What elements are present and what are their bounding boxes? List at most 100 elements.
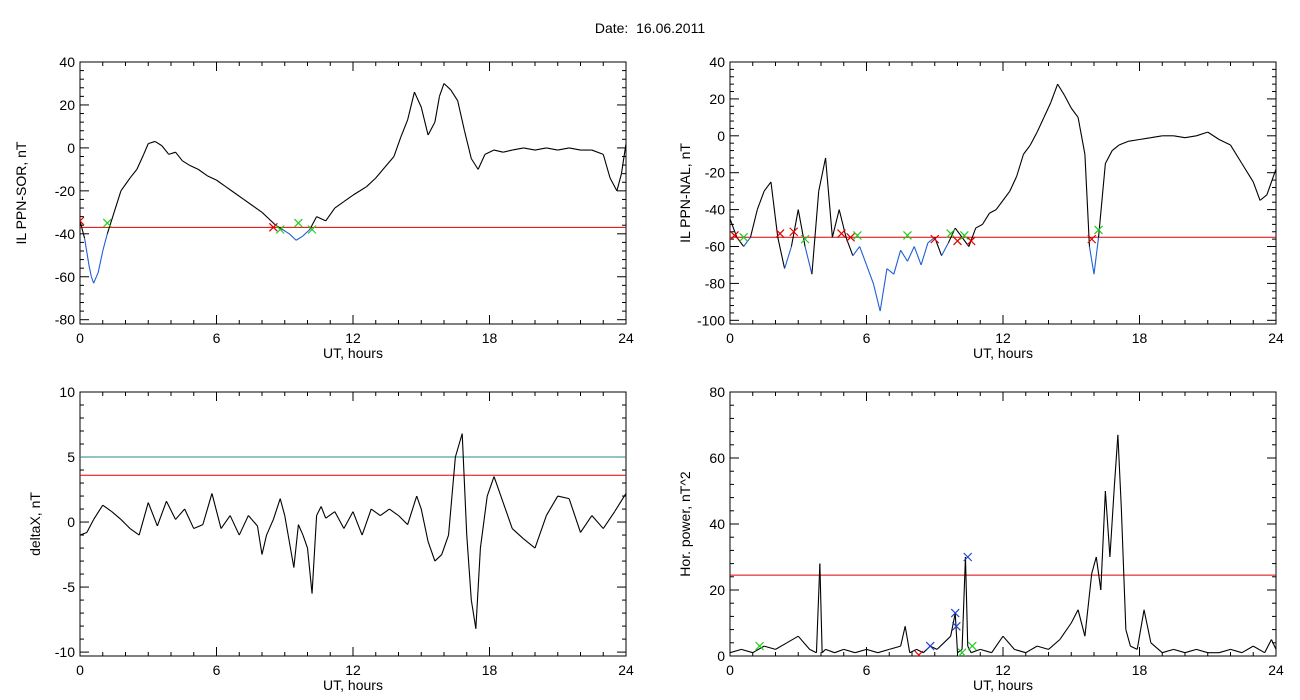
x-tick-label: 24 bbox=[1268, 662, 1284, 678]
data-segment bbox=[741, 648, 753, 654]
y-tick-label: -100 bbox=[697, 312, 725, 328]
data-segment bbox=[86, 519, 95, 533]
red-marker bbox=[930, 234, 940, 244]
data-segment bbox=[1043, 102, 1052, 118]
data-segment bbox=[777, 237, 786, 269]
data-segment bbox=[407, 91, 415, 121]
data-segment bbox=[1125, 629, 1131, 647]
x-axis-label: UT, hours bbox=[973, 345, 1033, 361]
x-tick-label: 6 bbox=[213, 330, 221, 346]
data-segment bbox=[216, 179, 226, 188]
plot-area bbox=[80, 433, 626, 629]
red-marker bbox=[846, 232, 855, 242]
data-segment bbox=[1173, 648, 1186, 654]
data-segment bbox=[443, 83, 452, 91]
x-tick-label: 18 bbox=[1132, 662, 1148, 678]
data-segment bbox=[893, 250, 902, 275]
data-segment bbox=[545, 495, 559, 516]
data-segment bbox=[1100, 490, 1106, 591]
data-segment bbox=[325, 207, 336, 222]
x-tick-label: 0 bbox=[726, 662, 734, 678]
data-segment bbox=[120, 519, 131, 529]
plot-area bbox=[730, 83, 1276, 312]
data-segment bbox=[1117, 434, 1122, 508]
data-segment bbox=[1118, 140, 1129, 146]
data-segment bbox=[375, 166, 386, 179]
data-segment bbox=[818, 157, 827, 192]
data-segment bbox=[477, 154, 486, 170]
data-segment bbox=[1270, 639, 1276, 650]
data-segment bbox=[389, 508, 399, 516]
data-segment bbox=[568, 498, 582, 533]
data-segment bbox=[784, 246, 792, 269]
data-segment bbox=[466, 535, 472, 601]
data-segment bbox=[1259, 194, 1268, 201]
data-segment bbox=[1150, 135, 1163, 139]
data-segment bbox=[80, 531, 88, 536]
data-segment bbox=[282, 229, 290, 235]
data-segment bbox=[591, 149, 604, 155]
y-tick-label: 40 bbox=[709, 516, 725, 532]
x-tick-label: 24 bbox=[618, 330, 634, 346]
data-segment bbox=[1111, 144, 1120, 151]
x-tick-label: 24 bbox=[618, 662, 634, 678]
data-segment bbox=[743, 236, 751, 247]
data-segment bbox=[197, 168, 208, 177]
data-segment bbox=[136, 154, 145, 170]
data-segment bbox=[936, 642, 945, 650]
x-tick-label: 24 bbox=[1268, 330, 1284, 346]
green-marker bbox=[755, 641, 764, 651]
data-segment bbox=[954, 227, 963, 238]
data-segment bbox=[1266, 168, 1276, 196]
data-segment bbox=[534, 515, 547, 549]
data-segment bbox=[1264, 639, 1272, 653]
data-segment bbox=[1095, 556, 1102, 591]
green-marker bbox=[946, 229, 956, 239]
data-segment bbox=[913, 246, 922, 266]
x-tick-label: 6 bbox=[863, 330, 871, 346]
data-segment bbox=[88, 265, 92, 277]
data-segment bbox=[763, 181, 772, 192]
data-segment bbox=[770, 181, 779, 238]
data-segment bbox=[991, 635, 1004, 654]
data-segment bbox=[1184, 135, 1197, 139]
data-segment bbox=[366, 177, 377, 187]
data-segment bbox=[486, 476, 495, 497]
data-segment bbox=[1136, 609, 1145, 650]
data-segment bbox=[804, 246, 813, 275]
data-segment bbox=[334, 511, 345, 529]
data-segment bbox=[620, 143, 626, 174]
data-segment bbox=[954, 613, 959, 653]
data-segment bbox=[93, 504, 104, 520]
data-segment bbox=[1025, 645, 1038, 654]
data-segment bbox=[1104, 150, 1113, 164]
data-segment bbox=[943, 635, 952, 644]
data-segment bbox=[591, 515, 604, 529]
green-marker bbox=[957, 648, 967, 656]
y-tick-label: -20 bbox=[705, 165, 725, 181]
data-segment bbox=[268, 218, 277, 226]
data-segment bbox=[1173, 135, 1186, 139]
data-segment bbox=[184, 508, 195, 529]
data-segment bbox=[493, 476, 504, 503]
x-tick-label: 12 bbox=[995, 330, 1011, 346]
data-segment bbox=[906, 246, 915, 262]
data-segment bbox=[865, 264, 874, 284]
data-segment bbox=[1084, 573, 1093, 637]
data-segment bbox=[361, 508, 372, 536]
data-segment bbox=[427, 121, 436, 136]
data-segment bbox=[1059, 622, 1072, 640]
data-segment bbox=[1143, 609, 1152, 643]
data-segment bbox=[1218, 138, 1231, 146]
data-segment bbox=[786, 635, 799, 644]
data-segment bbox=[1230, 144, 1243, 164]
data-segment bbox=[877, 648, 890, 654]
data-segment bbox=[297, 524, 304, 536]
data-segment bbox=[1113, 434, 1119, 485]
data-segment bbox=[168, 151, 176, 155]
data-segment bbox=[961, 556, 967, 650]
data-segment bbox=[602, 511, 616, 529]
data-segment bbox=[420, 508, 429, 542]
data-segment bbox=[904, 626, 911, 653]
